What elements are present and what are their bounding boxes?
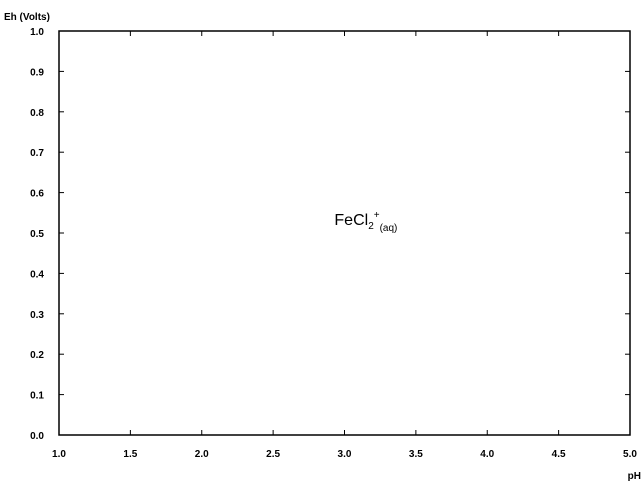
x-tick-label: 4.0 [480, 449, 494, 460]
region-label-fecl2: FeCl2+(aq) [334, 210, 397, 234]
y-tick-label: 1.0 [30, 27, 44, 38]
y-tick-label: 0.1 [30, 391, 44, 402]
x-tick-label: 2.5 [266, 449, 280, 460]
y-tick-label: 0.9 [30, 67, 44, 78]
x-tick-label: 1.0 [52, 449, 66, 460]
y-tick-label: 0.0 [30, 431, 44, 442]
x-tick-label: 1.5 [123, 449, 137, 460]
x-tick-label: 3.0 [338, 449, 352, 460]
y-axis-title: Eh (Volts) [4, 12, 50, 23]
region-label-sub: 2 [368, 221, 374, 232]
y-tick-label: 0.2 [30, 350, 44, 361]
region-label-phase: (aq) [380, 223, 398, 234]
x-tick-label: 3.5 [409, 449, 423, 460]
y-tick-label: 0.8 [30, 108, 44, 119]
x-ticks [58, 31, 631, 435]
x-tick-label: 4.5 [552, 449, 566, 460]
y-tick-label: 0.5 [30, 229, 44, 240]
region-label-base: FeCl [334, 212, 368, 229]
y-ticks [59, 30, 630, 436]
y-tick-label: 0.3 [30, 310, 44, 321]
y-tick-label: 0.4 [30, 269, 44, 280]
x-axis-title: pH [628, 471, 641, 482]
x-tick-label: 2.0 [195, 449, 209, 460]
x-tick-labels: 1.0 1.5 2.0 2.5 3.0 3.5 4.0 4.5 5.0 [52, 449, 637, 460]
annotations: FeCl2+(aq) [334, 210, 397, 234]
x-tick-label: 5.0 [623, 449, 637, 460]
y-tick-labels: 0.0 0.1 0.2 0.3 0.4 0.5 0.6 0.7 0.8 0.9 1.0 [30, 27, 44, 442]
plot-frame [58, 30, 631, 436]
y-tick-label: 0.7 [30, 148, 44, 159]
y-tick-label: 0.6 [30, 189, 44, 200]
region-label-sup: + [374, 210, 380, 221]
